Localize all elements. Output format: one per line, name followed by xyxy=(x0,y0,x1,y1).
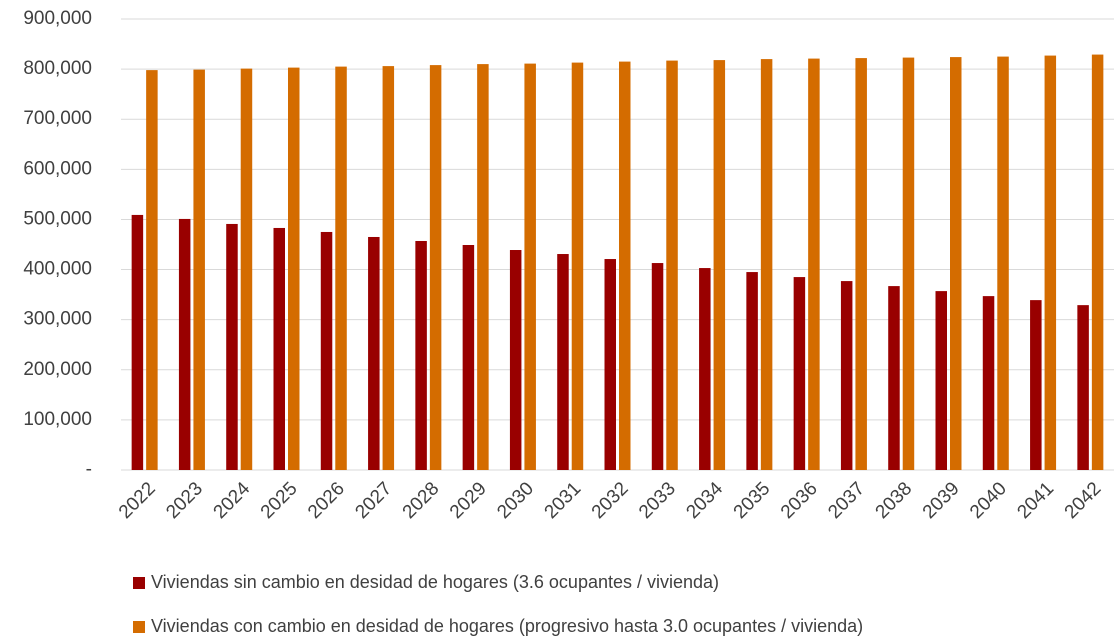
bar xyxy=(840,281,853,470)
x-tick-label: 2028 xyxy=(399,478,444,523)
bar xyxy=(382,66,395,471)
bar xyxy=(713,60,726,470)
bar xyxy=(1030,300,1042,470)
bar xyxy=(1044,55,1057,470)
x-tick-label: 2041 xyxy=(1013,478,1058,523)
bar xyxy=(509,250,522,470)
bar xyxy=(288,67,300,470)
y-tick-label: - xyxy=(86,459,92,480)
bar xyxy=(571,62,584,470)
x-tick-label: 2033 xyxy=(635,478,680,523)
bar xyxy=(273,227,285,470)
bar xyxy=(855,58,867,470)
bar xyxy=(1091,54,1104,470)
y-tick-label: 400,000 xyxy=(23,259,92,280)
bar xyxy=(793,277,806,470)
x-tick-label: 2032 xyxy=(588,478,633,523)
bar xyxy=(746,272,758,470)
x-tick-label: 2031 xyxy=(541,478,586,523)
x-tick-label: 2040 xyxy=(966,478,1011,523)
legend-swatch xyxy=(133,577,145,589)
bar xyxy=(335,66,347,470)
bar xyxy=(178,218,191,470)
y-tick-label: 800,000 xyxy=(23,58,92,79)
bar xyxy=(1077,305,1089,470)
x-tick-label: 2036 xyxy=(777,478,822,523)
bar xyxy=(666,60,678,470)
bar xyxy=(935,291,947,470)
bar xyxy=(240,68,253,471)
bar xyxy=(888,286,900,470)
x-tick-label: 2025 xyxy=(257,478,302,523)
legend-swatch xyxy=(133,621,145,633)
bar xyxy=(368,236,380,470)
bar xyxy=(699,268,711,470)
bar xyxy=(320,231,333,470)
x-tick-label: 2026 xyxy=(304,478,349,523)
bar xyxy=(429,65,442,470)
bar xyxy=(131,214,144,470)
y-tick-label: 500,000 xyxy=(23,208,92,229)
y-tick-label: 200,000 xyxy=(23,359,92,380)
bar xyxy=(651,263,664,470)
bar xyxy=(604,259,616,470)
bar xyxy=(557,254,569,470)
y-tick-label: 100,000 xyxy=(23,409,92,430)
bar xyxy=(902,57,915,470)
x-tick-label: 2022 xyxy=(115,478,160,523)
x-tick-label: 2030 xyxy=(493,478,538,523)
bar xyxy=(982,296,995,470)
bar xyxy=(462,245,475,470)
bar xyxy=(808,58,820,471)
x-tick-label: 2029 xyxy=(446,478,491,523)
bar xyxy=(146,70,158,470)
x-tick-label: 2035 xyxy=(730,478,775,523)
bar xyxy=(524,63,536,471)
x-tick-label: 2027 xyxy=(351,478,396,523)
bar xyxy=(477,64,489,470)
x-tick-label: 2039 xyxy=(919,478,964,523)
legend-label: Viviendas sin cambio en desidad de hogar… xyxy=(151,572,719,592)
y-tick-label: 900,000 xyxy=(23,8,92,29)
bar xyxy=(226,223,238,470)
x-tick-label: 2037 xyxy=(824,478,869,523)
bar xyxy=(415,240,427,470)
bar xyxy=(997,56,1009,470)
y-tick-label: 300,000 xyxy=(23,309,92,330)
legend-label: Viviendas con cambio en desidad de hogar… xyxy=(151,616,863,636)
y-tick-label: 600,000 xyxy=(23,158,92,179)
bar xyxy=(950,57,962,471)
bar xyxy=(619,61,631,470)
x-tick-label: 2042 xyxy=(1061,478,1106,523)
y-tick-label: 700,000 xyxy=(23,108,92,129)
bar xyxy=(193,69,205,471)
x-tick-label: 2038 xyxy=(872,478,917,523)
x-tick-label: 2034 xyxy=(682,478,727,523)
bar xyxy=(760,59,773,470)
x-tick-label: 2023 xyxy=(162,478,207,523)
x-tick-label: 2024 xyxy=(210,478,255,523)
